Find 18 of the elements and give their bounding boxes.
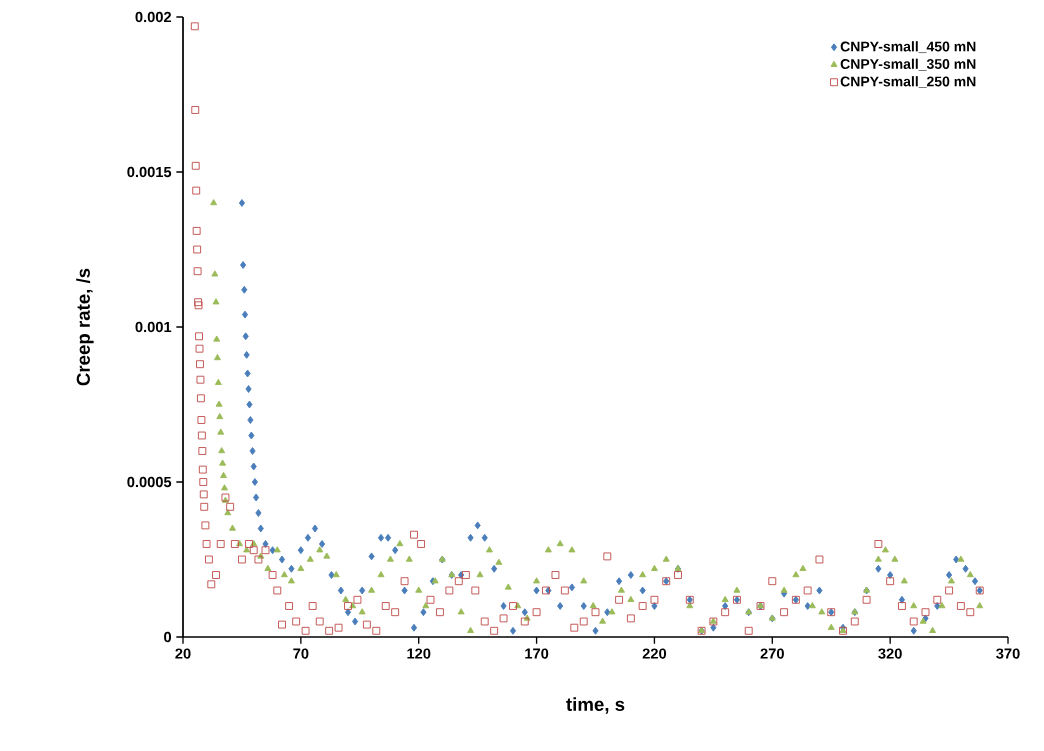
y-tick-label: 0 [164, 631, 172, 643]
y-tick-label: 0.0005 [127, 476, 172, 488]
x-tick-label: 20 [175, 648, 191, 659]
legend-label: CNPY-small_250 mN [840, 76, 976, 89]
y-tick-label: 0.001 [135, 321, 172, 333]
legend-label: CNPY-small_350 mN [840, 58, 976, 71]
x-tick-label: 320 [878, 648, 902, 659]
x-tick-label: 120 [407, 648, 431, 659]
x-tick-label: 70 [293, 648, 309, 659]
legend-label: CNPY-small_450 mN [840, 41, 976, 54]
x-tick-label: 370 [996, 648, 1020, 659]
x-tick-label: 270 [760, 648, 784, 659]
y-tick-label: 0.0015 [127, 166, 172, 178]
x-axis-title: time, s [566, 697, 625, 714]
x-tick-label: 170 [525, 648, 549, 659]
x-tick-label: 220 [642, 648, 667, 659]
y-axis-title: Creep rate, /s [76, 268, 94, 386]
y-tick-label: 0.002 [135, 11, 172, 23]
